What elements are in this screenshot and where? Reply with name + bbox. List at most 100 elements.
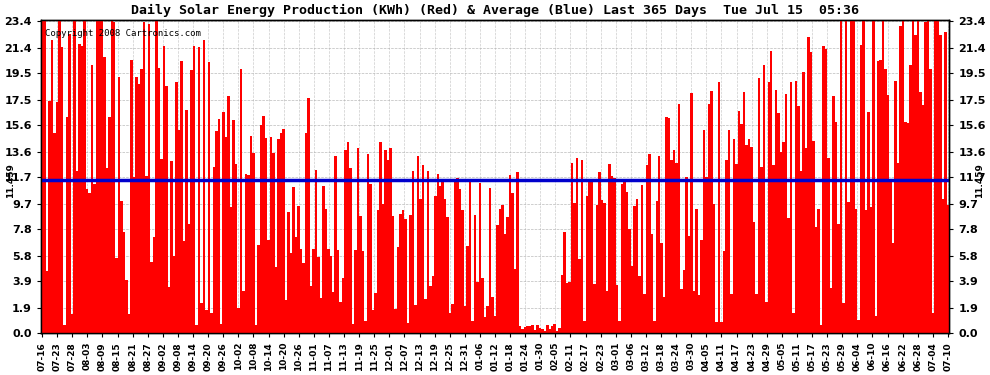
- Bar: [448, 313, 451, 333]
- Bar: [925, 22, 927, 333]
- Bar: [840, 16, 842, 333]
- Bar: [815, 227, 818, 333]
- Bar: [658, 156, 660, 333]
- Bar: [496, 225, 499, 333]
- Bar: [648, 154, 650, 333]
- Bar: [932, 313, 935, 333]
- Bar: [451, 304, 454, 333]
- Bar: [185, 111, 188, 333]
- Bar: [616, 285, 618, 333]
- Bar: [685, 177, 688, 333]
- Bar: [823, 46, 825, 333]
- Bar: [775, 90, 777, 333]
- Bar: [285, 300, 287, 333]
- Bar: [412, 171, 414, 333]
- Bar: [603, 202, 606, 333]
- Bar: [407, 323, 409, 333]
- Bar: [464, 306, 466, 333]
- Bar: [548, 329, 551, 333]
- Bar: [417, 156, 419, 333]
- Bar: [310, 285, 312, 333]
- Bar: [785, 94, 787, 333]
- Bar: [782, 141, 785, 333]
- Bar: [213, 167, 215, 333]
- Bar: [419, 199, 422, 333]
- Bar: [598, 172, 601, 333]
- Bar: [437, 174, 439, 333]
- Bar: [521, 329, 524, 333]
- Bar: [456, 178, 459, 333]
- Bar: [874, 316, 877, 333]
- Bar: [240, 69, 243, 333]
- Bar: [805, 148, 807, 333]
- Bar: [833, 96, 835, 333]
- Bar: [899, 26, 902, 333]
- Bar: [50, 40, 53, 333]
- Bar: [257, 244, 259, 333]
- Bar: [359, 216, 362, 333]
- Bar: [225, 137, 228, 333]
- Bar: [710, 92, 713, 333]
- Bar: [536, 325, 539, 333]
- Bar: [148, 24, 150, 333]
- Bar: [68, 34, 70, 333]
- Bar: [128, 315, 131, 333]
- Bar: [750, 147, 752, 333]
- Bar: [280, 133, 282, 333]
- Bar: [736, 164, 738, 333]
- Bar: [210, 313, 213, 333]
- Bar: [471, 321, 474, 333]
- Bar: [514, 269, 516, 333]
- Bar: [542, 329, 544, 333]
- Bar: [588, 182, 591, 333]
- Bar: [887, 96, 889, 333]
- Bar: [432, 276, 434, 333]
- Bar: [708, 104, 710, 333]
- Bar: [177, 129, 180, 333]
- Bar: [243, 291, 245, 333]
- Bar: [454, 180, 456, 333]
- Bar: [586, 196, 588, 333]
- Bar: [844, 16, 847, 333]
- Bar: [644, 294, 645, 333]
- Bar: [379, 142, 382, 333]
- Bar: [645, 165, 648, 333]
- Bar: [747, 139, 750, 333]
- Bar: [818, 209, 820, 333]
- Bar: [108, 117, 111, 333]
- Bar: [205, 310, 208, 333]
- Bar: [248, 175, 249, 333]
- Bar: [65, 117, 68, 333]
- Bar: [446, 217, 448, 333]
- Bar: [842, 303, 844, 333]
- Bar: [392, 216, 394, 333]
- Bar: [882, 16, 884, 333]
- Bar: [631, 266, 634, 333]
- Bar: [902, 16, 905, 333]
- Bar: [287, 211, 290, 333]
- Bar: [601, 200, 603, 333]
- Bar: [526, 326, 529, 333]
- Text: 11.459: 11.459: [975, 163, 984, 198]
- Bar: [862, 16, 864, 333]
- Bar: [235, 164, 238, 333]
- Bar: [660, 243, 663, 333]
- Bar: [665, 117, 668, 333]
- Bar: [800, 171, 802, 333]
- Bar: [292, 187, 295, 333]
- Bar: [262, 116, 264, 333]
- Bar: [907, 123, 910, 333]
- Bar: [499, 209, 501, 333]
- Bar: [113, 22, 116, 333]
- Bar: [910, 65, 912, 333]
- Bar: [941, 199, 944, 333]
- Bar: [267, 240, 270, 333]
- Bar: [367, 154, 369, 333]
- Bar: [733, 139, 736, 333]
- Bar: [693, 291, 695, 333]
- Bar: [305, 133, 307, 333]
- Bar: [879, 60, 882, 333]
- Bar: [195, 325, 198, 333]
- Bar: [825, 49, 828, 333]
- Bar: [524, 327, 526, 333]
